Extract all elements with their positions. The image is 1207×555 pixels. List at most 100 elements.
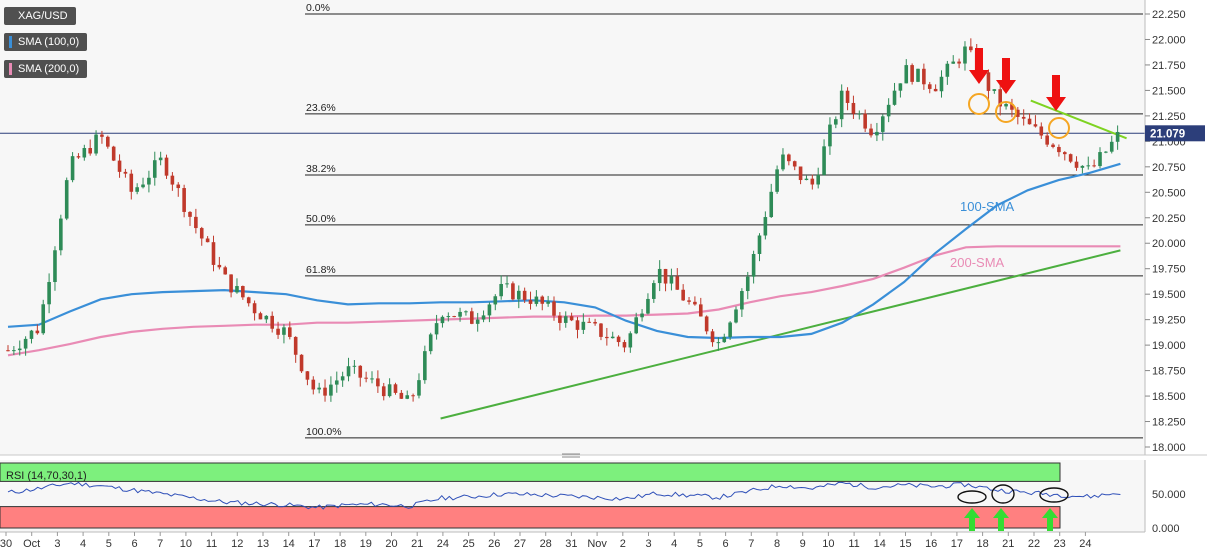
candle-body [698,304,703,317]
rsi-pane: RSI (14,70,30,1) [0,462,1121,531]
candle-body [675,276,680,290]
rsi-axis: 0.000 50.000 [1144,460,1186,535]
candle-body [217,264,222,268]
candle-body [669,276,674,284]
candle-body [1021,116,1026,119]
candle-body [734,309,738,323]
down-arrow-icon-1 [996,58,1016,94]
time-tick-label: 6 [723,538,729,550]
candle-body [123,171,128,174]
candle-body [575,320,580,330]
candle-body [188,211,192,217]
candle-body [516,290,521,300]
candle-body [35,330,40,334]
candle-body [769,191,774,218]
candle-body [834,119,838,125]
candle-body [552,301,556,316]
candle-body [610,336,615,339]
time-tick-label: 11 [206,538,217,550]
time-tick-label: 21 [1002,538,1014,550]
candle-body [880,116,885,132]
candle-body [957,61,961,64]
sma200-legend-tag[interactable]: SMA (200,0) [4,60,88,78]
candle-body [164,157,169,176]
candle-body [763,217,768,236]
rsi-label: RSI (14,70,30,1) [6,470,87,482]
candle-body [781,154,785,170]
candle-body [17,348,22,351]
candle-body [563,316,568,323]
candle-body [323,387,327,396]
candle-body [1068,154,1073,162]
candle-body [522,290,527,301]
candle-body [587,321,592,323]
candle-body [446,316,451,318]
candle-body [64,180,69,219]
candle-body [329,384,333,396]
candle-body [710,331,715,343]
time-tick-label: 9 [800,538,806,550]
time-tick-label: Nov [587,538,607,550]
time-tick-label: 8 [774,538,780,550]
candle-body [246,297,251,304]
time-tick-label: 24 [1079,538,1091,550]
last-price-label: 21.079 [1150,128,1185,140]
candle-body [405,395,410,399]
candle-body [505,283,509,285]
candle-body [528,300,533,304]
candle-body [646,298,650,314]
price-tick-label: 22.000 [1152,34,1186,46]
candle-body [487,304,492,316]
candle-body [904,65,909,84]
time-tick-label: 18 [334,538,346,550]
sma200-annotation: 200-SMA [950,255,1005,270]
candle-body [264,315,269,320]
annotations: 100-SMA 200-SMA [950,48,1070,270]
candle-body [511,283,515,300]
candle-body [100,134,104,137]
pane-resize-handle[interactable] [562,453,580,458]
down-arrow-icon-2 [1046,75,1066,111]
time-tick-label: 4 [80,538,86,550]
price-tick-label: 21.750 [1152,60,1186,72]
candle-body [745,276,750,292]
candle-body [88,148,92,154]
time-tick-label: 11 [848,538,859,550]
time-tick-label: 26 [488,538,500,550]
candles [6,38,1120,402]
symbol-tag[interactable]: XAG/USD [4,7,76,25]
sma100-legend-tag[interactable]: SMA (100,0) [4,33,88,51]
time-tick-label: 27 [514,538,526,550]
candle-body [23,338,28,349]
candle-body [945,63,950,77]
sma100-swatch [9,36,12,48]
time-tick-label: 28 [540,538,552,550]
candle-body [998,89,1002,107]
candle-body [205,238,210,243]
price-tick-label: 19.500 [1152,289,1186,301]
candle-body [106,136,110,147]
candle-body [258,313,263,320]
price-tick-label: 21.500 [1152,85,1186,97]
candle-body [992,89,997,91]
time-tick-label: 14 [283,538,295,550]
candle-body [229,274,233,293]
price-tick-label: 22.250 [1152,9,1186,21]
candle-body [470,311,474,324]
time-tick-label: 3 [645,538,651,550]
up-arrow-icon-2 [1042,508,1058,531]
fib-label-1: 23.6% [306,102,336,114]
time-tick-label: 3 [54,538,60,550]
candle-body [875,131,879,136]
candle-body [740,291,744,310]
price-tick-label: 19.750 [1152,264,1186,276]
candle-body [822,146,826,175]
price-tick-label: 18.500 [1152,391,1186,403]
candle-body [605,336,609,339]
candle-body [129,173,134,192]
candle-body [276,328,280,335]
candle-body [927,84,932,89]
candle-body [1027,118,1032,125]
time-tick-label: 10 [822,538,834,550]
